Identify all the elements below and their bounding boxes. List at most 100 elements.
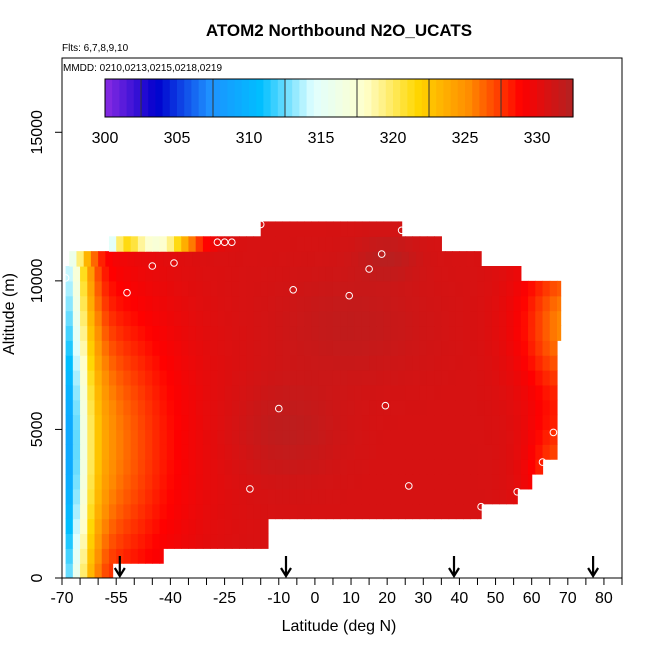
heatmap-cell [463, 310, 471, 327]
heatmap-cell [376, 355, 385, 371]
heatmap-cell [166, 295, 175, 312]
heatmap-cell [108, 295, 117, 312]
heatmap-cell [80, 474, 88, 490]
heatmap-cell [383, 414, 392, 431]
heatmap-cell [448, 503, 457, 520]
heatmap-cell [224, 355, 233, 371]
heatmap-cell [484, 280, 493, 297]
heatmap-cell [325, 384, 334, 401]
heatmap-cell [361, 280, 370, 297]
heatmap-cell [304, 266, 312, 282]
heatmap-cell [390, 503, 399, 520]
heatmap-cell [289, 236, 298, 252]
heatmap-cell [239, 429, 247, 445]
heatmap-cell [123, 488, 132, 505]
heatmap-cell [340, 429, 349, 445]
heatmap-cell [152, 340, 161, 356]
heatmap-cell [369, 444, 377, 460]
heatmap-cell [318, 384, 327, 401]
heatmap-cell [311, 488, 320, 505]
heatmap-cell [383, 370, 392, 386]
heatmap-cell [296, 221, 305, 237]
heatmap-cell [340, 340, 349, 356]
heatmap-cell [123, 503, 132, 520]
heatmap-cell [210, 384, 218, 401]
heatmap-cell [361, 340, 370, 356]
heatmap-cell [434, 310, 442, 327]
heatmap-cell [304, 414, 312, 431]
heatmap-cell [528, 340, 536, 356]
heatmap-cell [296, 384, 305, 401]
heatmap-cell [80, 503, 88, 520]
heatmap-cell [398, 474, 406, 490]
heatmap-cell [354, 429, 363, 445]
heatmap-cell [80, 280, 88, 297]
heatmap-cell [499, 310, 507, 327]
heatmap-cell [491, 414, 500, 431]
heatmap-cell [253, 414, 262, 431]
heatmap-cell [210, 280, 218, 297]
heatmap-cell [369, 280, 377, 297]
x-tick-label: 60 [523, 590, 541, 607]
heatmap-cell [470, 474, 479, 490]
heatmap-cell [311, 429, 320, 445]
heatmap-cell [87, 548, 96, 564]
heatmap-cell [434, 370, 442, 386]
heatmap-cell [434, 429, 442, 445]
heatmap-cell [289, 399, 298, 416]
heatmap-cell [94, 266, 103, 282]
heatmap-cell [332, 384, 341, 401]
heatmap-cell [217, 518, 226, 535]
heatmap-cell [491, 295, 500, 312]
heatmap-cell [455, 280, 464, 297]
heatmap-cell [484, 488, 493, 505]
heatmap-cell [159, 444, 168, 460]
heatmap-cell [513, 459, 522, 475]
heatmap-cell [152, 355, 161, 371]
heatmap-cell [152, 280, 161, 297]
heatmap-cell [80, 459, 88, 475]
heatmap-cell [210, 370, 218, 386]
heatmap-cell [210, 518, 218, 535]
heatmap-cell [108, 459, 117, 475]
colorbar-tick-label: 330 [524, 130, 551, 147]
heatmap-cell [318, 280, 327, 297]
heatmap-cell [174, 340, 182, 356]
heatmap-cell [65, 503, 74, 520]
heatmap-cell [376, 444, 385, 460]
heatmap-cell [231, 399, 240, 416]
heatmap-cell [499, 266, 507, 282]
heatmap-cell [282, 295, 291, 312]
heatmap-cell [253, 310, 262, 327]
heatmap-cell [506, 280, 515, 297]
heatmap-cell [535, 399, 544, 416]
heatmap-cell [448, 266, 457, 282]
heatmap-cell [90, 251, 99, 267]
heatmap-cell [448, 295, 457, 312]
sample-point [170, 259, 178, 267]
heatmap-cell [416, 251, 424, 267]
heatmap-cell [499, 399, 507, 416]
heatmap-cell [87, 474, 96, 490]
heatmap-cell [137, 310, 146, 327]
heatmap-cell [304, 444, 312, 460]
heatmap-cell [202, 518, 211, 535]
heatmap-cell [80, 310, 88, 327]
heatmap-cell [354, 488, 363, 505]
heatmap-cell [231, 295, 240, 312]
heatmap-cell [76, 251, 85, 267]
heatmap-cell [260, 221, 269, 237]
heatmap-cell [239, 518, 247, 535]
heatmap-cell [470, 488, 479, 505]
heatmap-cell [398, 399, 406, 416]
heatmap-cell [152, 533, 161, 549]
heatmap-cell [235, 251, 244, 267]
heatmap-cell [152, 518, 161, 535]
heatmap-cell [405, 325, 414, 341]
heatmap-cell [202, 236, 211, 252]
heatmap-cell [426, 310, 435, 327]
heatmap-cell [354, 384, 363, 401]
heatmap-cell [528, 459, 536, 475]
heatmap-cell [181, 459, 190, 475]
heatmap-cell [108, 310, 117, 327]
